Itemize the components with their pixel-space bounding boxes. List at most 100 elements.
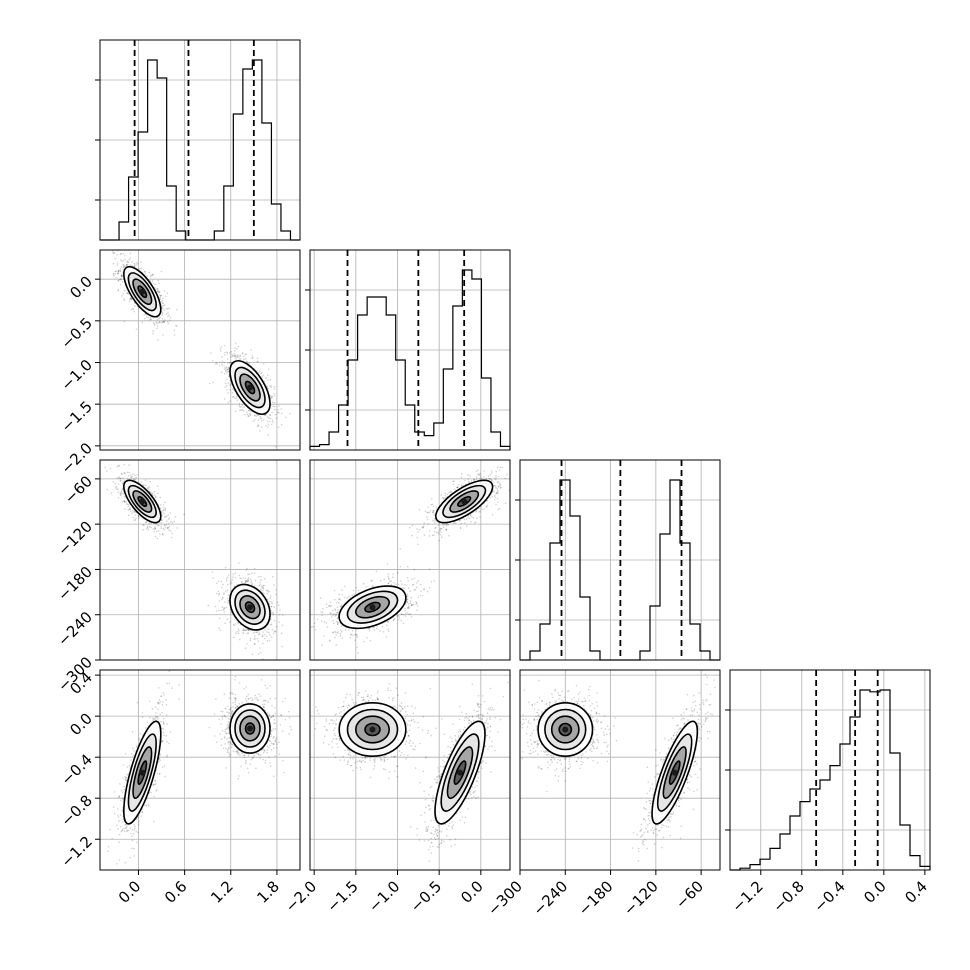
- scatter-point: [235, 355, 237, 358]
- scatter-point: [117, 272, 119, 275]
- scatter-point: [156, 290, 159, 293]
- scatter-point: [162, 533, 164, 535]
- scatter-point: [495, 503, 497, 506]
- scatter-point: [167, 526, 169, 529]
- scatter-point: [410, 616, 413, 618]
- scatter-point: [223, 344, 226, 347]
- scatter-point: [164, 507, 167, 510]
- scatter-point: [339, 598, 342, 601]
- scatter-point: [147, 528, 150, 531]
- scatter-point: [440, 531, 442, 533]
- scatter-point: [253, 638, 255, 640]
- scatter-point: [271, 411, 273, 414]
- scatter-point: [376, 625, 378, 627]
- scatter-point: [183, 513, 185, 516]
- scatter-point: [244, 629, 247, 632]
- scatter-point: [121, 275, 123, 277]
- scatter-point: [280, 632, 283, 634]
- scatter-point: [339, 629, 342, 631]
- scatter-point: [271, 419, 274, 422]
- scatter-point: [266, 386, 269, 388]
- scatter-point: [154, 528, 156, 530]
- scatter-point: [244, 581, 246, 584]
- scatter-point: [132, 510, 134, 512]
- scatter-point: [225, 372, 228, 374]
- scatter-point: [493, 490, 495, 493]
- scatter-point: [339, 634, 342, 637]
- scatter-point: [478, 478, 481, 480]
- scatter-point: [148, 271, 151, 274]
- scatter-point: [477, 473, 480, 476]
- scatter-point: [233, 636, 235, 639]
- scatter-point: [473, 522, 476, 524]
- scatter-point: [122, 263, 124, 266]
- scatter-point: [227, 370, 229, 373]
- scatter-point: [432, 510, 435, 512]
- scatter-point: [438, 522, 441, 525]
- scatter-point: [330, 604, 332, 607]
- scatter-point: [415, 602, 418, 604]
- scatter-point: [434, 518, 436, 520]
- scatter-point: [161, 305, 163, 308]
- scatter-point: [221, 606, 224, 608]
- scatter-point: [251, 582, 254, 585]
- scatter-point: [335, 644, 338, 646]
- scatter-point: [231, 392, 234, 394]
- scatter-point: [448, 491, 450, 494]
- scatter-point: [148, 319, 151, 321]
- scatter-point: [154, 283, 157, 286]
- scatter-point: [409, 590, 412, 592]
- scatter-point: [339, 632, 342, 635]
- scatter-point: [149, 318, 152, 320]
- scatter-point: [289, 413, 291, 415]
- scatter-point: [278, 621, 280, 623]
- scatter-point: [262, 363, 265, 365]
- scatter-point: [269, 600, 271, 603]
- scatter-point: [121, 275, 123, 278]
- scatter-point: [218, 592, 221, 595]
- scatter-point: [129, 508, 131, 511]
- scatter-point: [254, 637, 257, 640]
- scatter-point: [114, 257, 116, 260]
- scatter-point: [321, 644, 323, 646]
- scatter-point: [242, 577, 244, 579]
- scatter-point: [159, 298, 162, 301]
- scatter-point: [270, 384, 272, 387]
- scatter-point: [167, 322, 170, 325]
- scatter-point: [149, 480, 152, 483]
- scatter-point: [254, 631, 256, 634]
- scatter-point: [142, 528, 145, 531]
- scatter-point: [245, 629, 248, 631]
- scatter-point: [253, 643, 256, 645]
- density-peak: [247, 384, 253, 391]
- scatter-point: [468, 481, 471, 484]
- scatter-point: [247, 577, 250, 579]
- scatter-point: [130, 297, 133, 300]
- scatter-point: [161, 299, 164, 302]
- scatter-point: [426, 511, 429, 514]
- scatter-point: [120, 277, 122, 280]
- scatter-point: [457, 486, 459, 489]
- scatter-point: [126, 260, 129, 263]
- scatter-point: [282, 614, 284, 616]
- scatter-point: [224, 386, 226, 389]
- panel-1-0: [95, 249, 301, 451]
- scatter-point: [114, 273, 117, 275]
- scatter-point: [119, 479, 122, 482]
- scatter-point: [432, 513, 435, 515]
- scatter-point: [225, 369, 227, 372]
- scatter-point: [270, 623, 273, 626]
- density-peak: [139, 288, 146, 295]
- scatter-point: [489, 497, 492, 499]
- scatter-point: [497, 491, 499, 493]
- scatter-point: [163, 512, 166, 515]
- scatter-point: [247, 573, 249, 575]
- scatter-point: [233, 355, 236, 357]
- scatter-point: [245, 580, 248, 582]
- scatter-point: [244, 577, 247, 580]
- scatter-point: [239, 355, 241, 358]
- scatter-point: [401, 613, 403, 615]
- scatter-point: [226, 578, 228, 580]
- scatter-point: [237, 345, 240, 348]
- scatter-point: [257, 414, 259, 417]
